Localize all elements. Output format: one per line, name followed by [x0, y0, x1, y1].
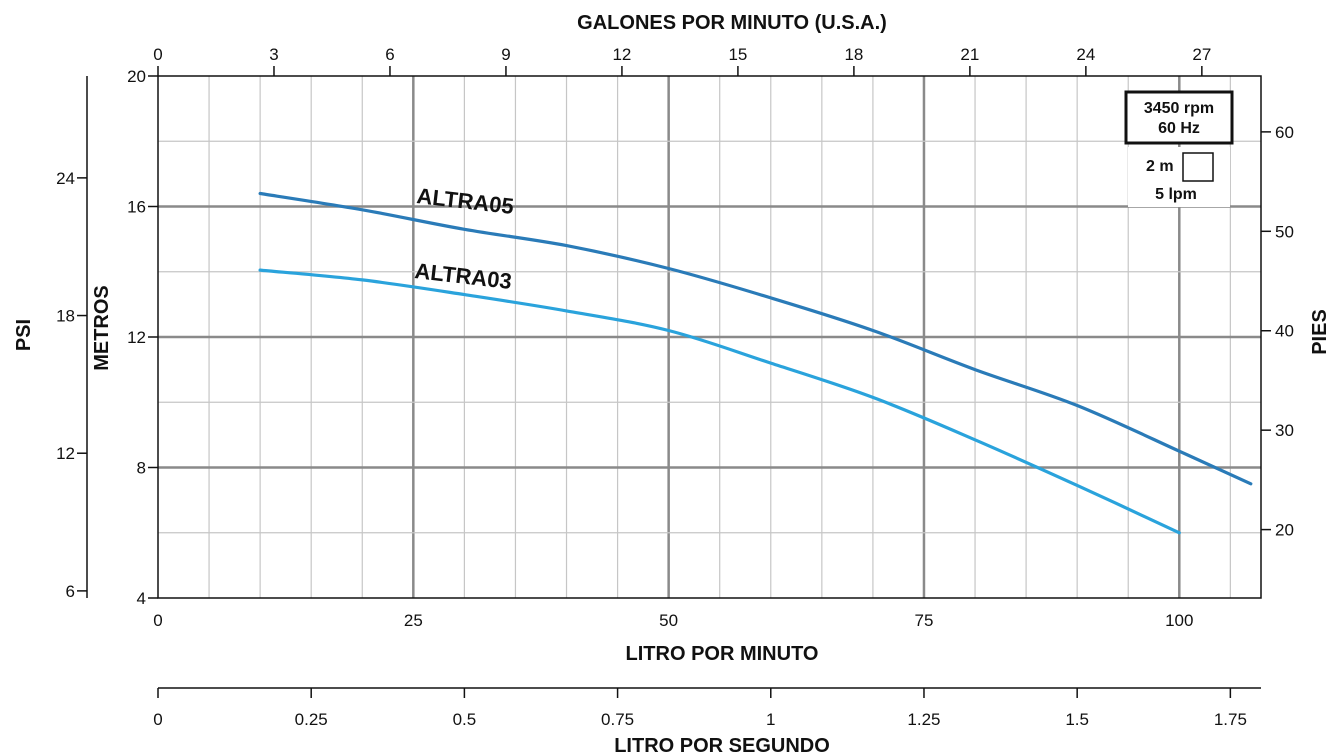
left-inner-tick-label-m: 16: [127, 198, 146, 217]
legend-scale-square: [1182, 152, 1214, 182]
x-tick-label-lpm: 50: [659, 611, 678, 630]
series-line-altra05: [258, 191, 1253, 486]
second-bottom-tick-label-lps: 0: [153, 710, 162, 729]
left-inner-tick-label-m: 12: [127, 328, 146, 347]
legend: 3450 rpm 60 Hz 2 m 5 lpm: [1124, 90, 1234, 207]
left-outer-tick-label-psi: 18: [56, 307, 75, 326]
legend-scale-flow: 5 lpm: [1155, 186, 1197, 203]
x-tick-label-lpm: 75: [915, 611, 934, 630]
left-inner-tick-label-m: 8: [137, 459, 146, 478]
second-bottom-tick-label-lps: 1.75: [1214, 710, 1247, 729]
bottom-axis-title: LITRO POR MINUTO: [626, 643, 819, 665]
second-bottom-tick-label-lps: 1: [766, 710, 775, 729]
right-tick-label-ft: 60: [1275, 123, 1294, 142]
axis-ticks: 0 25 50 75 100 0 3 6 9 12 15 18 21 24 27 0 0.25 0.5 0.75 1 1…: [56, 45, 1294, 729]
x-tick-label-lpm: 0: [153, 611, 162, 630]
top-tick-label-gpm: 3: [269, 45, 278, 64]
left-inner-axis-title: METROS: [91, 285, 113, 371]
second-bottom-tick-label-lps: 1.25: [907, 710, 940, 729]
left-outer-tick-label-psi: 12: [56, 444, 75, 463]
legend-scale-meters: 2 m: [1146, 158, 1174, 175]
legend-speed: 3450 rpm: [1144, 100, 1214, 117]
top-tick-label-gpm: 21: [960, 45, 979, 64]
second-bottom-tick-label-lps: 0.75: [601, 710, 634, 729]
right-tick-label-ft: 20: [1275, 521, 1294, 540]
second-bottom-tick-label-lps: 0.5: [453, 710, 477, 729]
second-bottom-axis-title: LITRO POR SEGUNDO: [614, 735, 830, 756]
second-bottom-tick-label-lps: 0.25: [295, 710, 328, 729]
legend-speed-box: [1124, 90, 1234, 145]
top-tick-label-gpm: 15: [728, 45, 747, 64]
x-tick-label-lpm: 100: [1165, 611, 1193, 630]
left-inner-tick-label-m: 4: [137, 589, 146, 608]
left-outer-tick-label-psi: 6: [66, 582, 75, 601]
top-tick-label-gpm: 0: [153, 45, 162, 64]
chart-grid: [158, 76, 1261, 598]
right-tick-label-ft: 30: [1275, 421, 1294, 440]
top-tick-label-gpm: 18: [844, 45, 863, 64]
top-tick-label-gpm: 24: [1076, 45, 1095, 64]
top-axis-title: GALONES POR MINUTO (U.S.A.): [577, 12, 887, 34]
top-tick-label-gpm: 27: [1192, 45, 1211, 64]
left-outer-tick-label-psi: 24: [56, 169, 75, 188]
top-tick-label-gpm: 9: [501, 45, 510, 64]
series-label-altra05: ALTRA05: [415, 183, 515, 219]
right-axis-title: PIES: [1309, 309, 1331, 355]
left-inner-tick-label-m: 20: [127, 67, 146, 86]
legend-frequency: 60 Hz: [1158, 120, 1200, 137]
left-outer-axis-title: PSI: [13, 319, 35, 351]
top-tick-label-gpm: 6: [385, 45, 394, 64]
series-line-altra03: [258, 268, 1181, 535]
top-tick-label-gpm: 12: [612, 45, 631, 64]
x-tick-label-lpm: 25: [404, 611, 423, 630]
second-bottom-tick-label-lps: 1.5: [1065, 710, 1089, 729]
chart-series: [258, 191, 1253, 535]
right-tick-label-ft: 40: [1275, 322, 1294, 341]
right-tick-label-ft: 50: [1275, 222, 1294, 241]
